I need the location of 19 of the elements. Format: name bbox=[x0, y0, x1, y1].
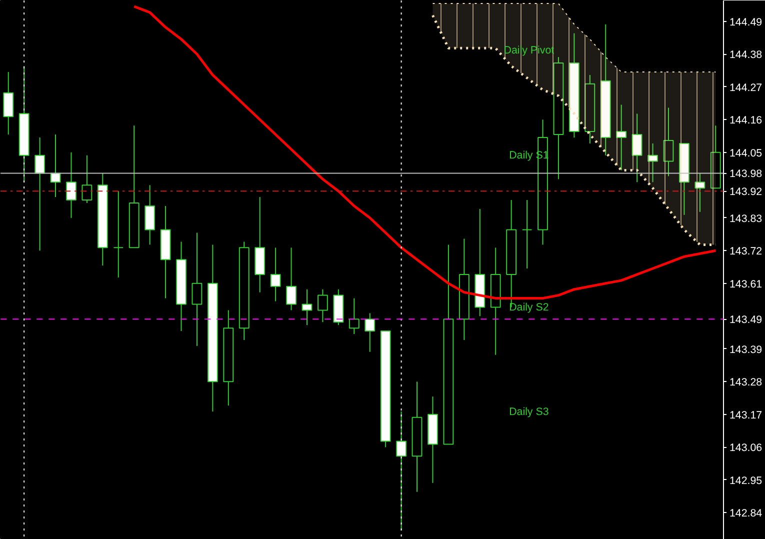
ref-line-label: 143.49 bbox=[730, 314, 762, 326]
y-tick-label: 142.95 bbox=[730, 474, 762, 487]
y-tick-label: 143.83 bbox=[730, 212, 762, 225]
y-tick-label: 143.06 bbox=[730, 442, 762, 454]
y-tick-label: 143.17 bbox=[730, 409, 762, 422]
y-tick-label: 144.16 bbox=[730, 114, 762, 127]
y-tick-label: 143.61 bbox=[730, 278, 762, 290]
y-tick-label: 144.49 bbox=[730, 16, 762, 28]
y-tick-label: 144.05 bbox=[730, 147, 762, 160]
y-tick-label: 143.28 bbox=[730, 376, 762, 389]
y-tick-label: 143.72 bbox=[730, 246, 762, 258]
y-tick-label: 142.84 bbox=[730, 508, 762, 520]
y-tick-label: 144.27 bbox=[730, 82, 762, 94]
ref-line-label: 143.92 bbox=[730, 186, 762, 198]
annotation: Daily S2 bbox=[509, 302, 549, 314]
annotation: Daily S3 bbox=[509, 406, 549, 418]
y-tick-label: 144.38 bbox=[730, 49, 762, 62]
y-tick-label: 143.39 bbox=[730, 344, 762, 356]
ref-line-label: 143.98 bbox=[730, 168, 762, 180]
